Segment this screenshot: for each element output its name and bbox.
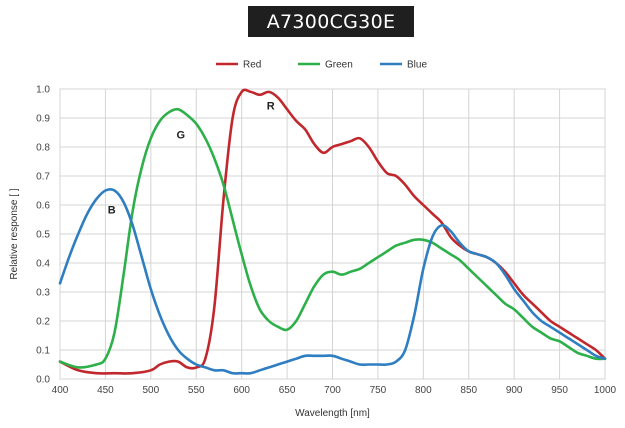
y-tick-label: 0.1 <box>36 346 50 357</box>
x-tick-label: 500 <box>142 385 159 396</box>
x-tick-label: 850 <box>460 385 477 396</box>
chart-title-box: A7300CG30E <box>248 6 414 37</box>
y-axis-ticks: 0.0 0.1 0.2 0.3 0.4 0.5 0.6 0.7 0.8 0.9 1.0 <box>36 85 50 386</box>
x-tick-label: 600 <box>233 385 250 396</box>
x-axis-label: Wavelength [nm] <box>295 408 370 419</box>
chart-legend: Red Green Blue <box>216 60 427 71</box>
series-line-red <box>58 88 607 375</box>
x-tick-label: 750 <box>370 385 387 396</box>
y-tick-label: 0.8 <box>36 143 50 154</box>
x-tick-label: 700 <box>324 385 341 396</box>
y-tick-label: 0.4 <box>36 259 50 270</box>
series-line-green <box>58 107 607 369</box>
x-tick-label: 900 <box>506 385 523 396</box>
y-tick-label: 0.5 <box>36 230 50 241</box>
x-tick-label: 650 <box>279 385 296 396</box>
chart-title: A7300CG30E <box>266 10 396 33</box>
curve-annotations: R G B <box>108 100 275 216</box>
legend-label: Red <box>243 60 261 71</box>
y-tick-label: 0.7 <box>36 172 50 183</box>
x-tick-label: 800 <box>415 385 432 396</box>
curve-annotation: G <box>177 129 186 141</box>
grid-lines <box>59 88 606 380</box>
y-tick-label: 0.0 <box>36 375 50 386</box>
y-tick-label: 0.3 <box>36 288 50 299</box>
y-tick-label: 0.9 <box>36 114 50 125</box>
x-axis-ticks: 400 450 500 550 600 650 700 750 800 850 900 950 1000 <box>52 385 617 396</box>
x-tick-label: 1000 <box>594 385 617 396</box>
x-tick-label: 550 <box>188 385 205 396</box>
y-tick-label: 1.0 <box>36 85 50 96</box>
x-tick-label: 400 <box>52 385 69 396</box>
y-tick-label: 0.2 <box>36 317 50 328</box>
legend-label: Blue <box>407 60 427 71</box>
curve-annotation: R <box>267 100 275 112</box>
x-tick-label: 950 <box>551 385 568 396</box>
series-line-blue <box>58 187 607 375</box>
curve-annotation: B <box>108 205 116 217</box>
y-axis-label: Relative response [ ] <box>9 188 20 279</box>
x-tick-label: 450 <box>97 385 114 396</box>
legend-label: Green <box>325 60 353 71</box>
series-lines <box>58 88 607 375</box>
y-tick-label: 0.6 <box>36 201 50 212</box>
